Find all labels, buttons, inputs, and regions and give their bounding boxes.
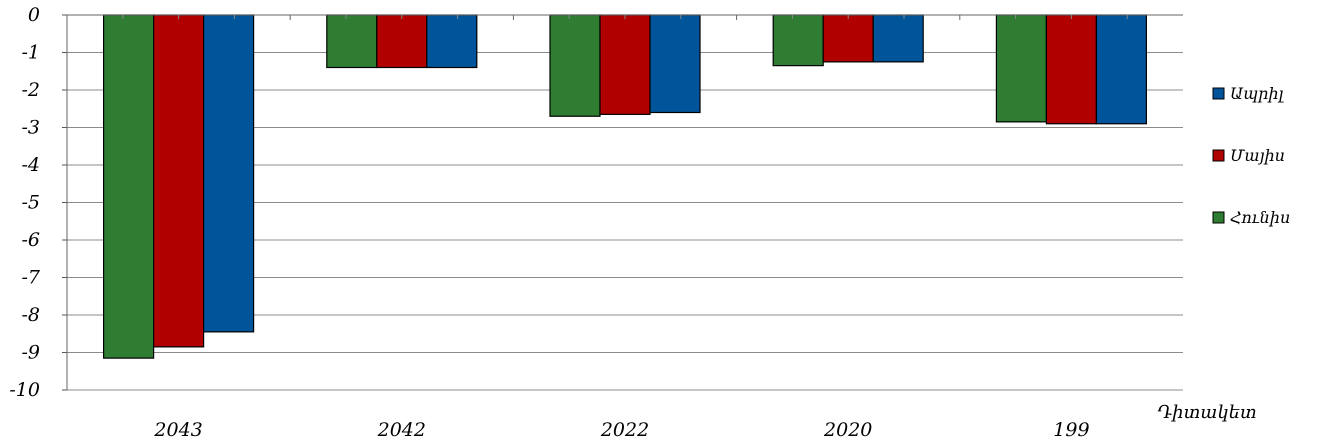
bar-2043-2 <box>153 14 205 348</box>
bar-199-1 <box>995 14 1048 123</box>
legend-swatch <box>1212 149 1225 162</box>
y-tick-labels: 0 -1 -2 -3 -4 -5 -6 -7 -8 -9 -10 <box>9 4 41 401</box>
y-tick-label: -1 <box>21 42 40 64</box>
y-tick-label: -6 <box>21 229 40 251</box>
x-tick-labels: 2043 2042 2022 2020 199 <box>153 419 1089 441</box>
y-tick-label: -5 <box>21 192 40 214</box>
legend-swatch <box>1212 211 1225 224</box>
bar-2043-3 <box>203 14 255 333</box>
legend: Ապրիլ Մայիս Հունիս <box>1212 84 1290 227</box>
bar-199-3 <box>1095 14 1148 125</box>
y-tick-label: -9 <box>21 342 40 364</box>
x-tick-label: 2022 <box>600 419 649 441</box>
bar-2020-2 <box>822 14 874 63</box>
x-tick-label: 2043 <box>153 419 202 441</box>
bar-2022-3 <box>649 14 701 114</box>
legend-label: Ապրիլ <box>1230 84 1284 103</box>
y-tick-label: -10 <box>9 379 40 401</box>
y-tick-label: -8 <box>21 304 40 326</box>
y-tick-label: -3 <box>21 117 40 139</box>
x-axis-title: Դիտակետ <box>1157 402 1256 423</box>
y-tick-label: -2 <box>21 79 40 101</box>
legend-label: Հունիս <box>1230 208 1290 227</box>
legend-label: Մայիս <box>1230 146 1285 165</box>
x-tick-label: 2042 <box>377 419 426 441</box>
bar-2042-1 <box>326 14 378 69</box>
y-tick-label: -4 <box>21 154 40 176</box>
axes <box>62 14 1183 391</box>
x-tick-label: 2020 <box>823 419 872 441</box>
x-tick-label: 199 <box>1053 419 1089 441</box>
y-tick-label: -7 <box>21 267 40 289</box>
bar-2042-2 <box>376 14 428 69</box>
bar-2020-3 <box>872 14 924 63</box>
bar-2043-1 <box>102 14 155 359</box>
bars <box>102 14 1148 359</box>
bar-2022-1 <box>549 14 601 117</box>
bar-2022-2 <box>599 14 651 115</box>
bar-199-2 <box>1045 14 1098 125</box>
bar-2042-3 <box>426 14 478 69</box>
y-tick-label: 0 <box>28 4 40 26</box>
bar-2020-1 <box>772 14 824 67</box>
legend-swatch <box>1212 87 1225 100</box>
